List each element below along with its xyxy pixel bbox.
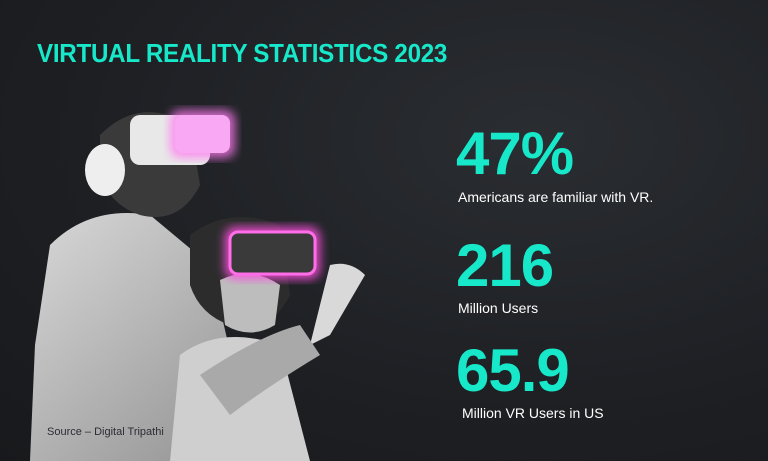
stat-value-users: 216 — [456, 232, 554, 299]
source-credit: Source – Digital Tripathi — [47, 426, 164, 438]
page-title: VIRTUAL REALITY STATISTICS 2023 — [37, 38, 448, 68]
stat-label-us-users: Million VR Users in US — [462, 405, 604, 421]
man-headphone — [85, 144, 125, 196]
stat-label-familiar: Americans are familiar with VR. — [458, 189, 654, 205]
man-arm — [200, 325, 320, 415]
stat-value-familiar: 47% — [456, 120, 574, 187]
vr-users-photo — [30, 110, 365, 461]
stat-label-users: Million Users — [458, 300, 539, 316]
stat-value-us-users: 65.9 — [456, 337, 570, 404]
woman-hand — [310, 263, 365, 345]
